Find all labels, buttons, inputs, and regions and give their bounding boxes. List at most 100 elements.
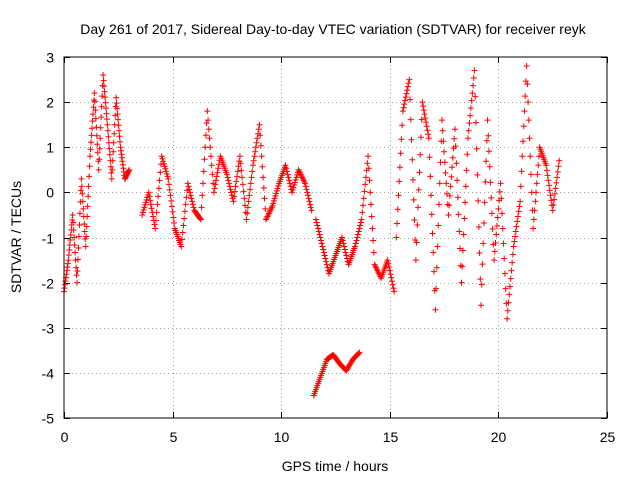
data-point (359, 209, 366, 216)
data-point (546, 187, 553, 194)
data-point (464, 135, 471, 142)
data-point (226, 180, 233, 187)
data-point (79, 190, 86, 197)
data-point (411, 216, 418, 223)
data-point (396, 178, 403, 185)
data-point (512, 228, 519, 235)
data-point (178, 243, 185, 250)
data-point (126, 166, 133, 173)
data-point (202, 144, 209, 151)
data-point (433, 285, 440, 292)
data-point (236, 153, 243, 160)
data-point (552, 185, 559, 192)
data-point (75, 245, 82, 252)
data-point (270, 200, 277, 207)
data-point (156, 177, 163, 184)
data-point (205, 126, 212, 133)
data-point (316, 231, 323, 238)
data-point (243, 216, 250, 223)
data-point (388, 274, 395, 281)
data-point (164, 173, 171, 180)
data-point (555, 163, 562, 170)
data-point (483, 137, 490, 144)
data-point (285, 174, 292, 181)
x-tick-label: 10 (274, 429, 290, 445)
data-point (478, 281, 485, 288)
data-point (507, 275, 514, 282)
data-point (252, 148, 259, 155)
data-point (343, 252, 350, 259)
data-point (346, 362, 353, 369)
data-point (364, 160, 371, 167)
data-point (452, 143, 459, 150)
data-point (499, 210, 506, 217)
data-point (169, 208, 176, 215)
data-point (467, 105, 474, 112)
data-point (545, 177, 552, 184)
data-point (406, 76, 413, 83)
data-point (209, 171, 216, 178)
data-point (318, 240, 325, 247)
data-point (259, 163, 266, 170)
data-point (245, 198, 252, 205)
data-point (416, 169, 423, 176)
data-point (409, 176, 416, 183)
data-point (91, 90, 98, 97)
data-point (353, 237, 360, 244)
data-point (317, 234, 324, 241)
data-point (88, 132, 95, 139)
data-point (65, 252, 72, 259)
data-point (148, 205, 155, 212)
data-point (527, 171, 534, 178)
data-point (483, 158, 490, 165)
data-point (160, 158, 167, 165)
data-point (67, 231, 74, 238)
data-point (109, 166, 116, 173)
data-point (83, 233, 90, 240)
data-point (458, 279, 465, 286)
data-point (81, 228, 88, 235)
data-point (462, 199, 469, 206)
y-tick-label: 1 (46, 140, 54, 156)
data-point (551, 196, 558, 203)
data-point (293, 174, 300, 181)
data-point (386, 264, 393, 271)
data-point (262, 205, 269, 212)
data-point (402, 94, 409, 101)
data-point (370, 249, 377, 256)
data-point (384, 257, 391, 264)
data-point (428, 192, 435, 199)
data-point (92, 107, 99, 114)
y-tick-label: 2 (46, 95, 54, 111)
data-point (386, 267, 393, 274)
data-point (345, 363, 352, 370)
data-point (548, 202, 555, 209)
data-point (365, 165, 372, 172)
data-point (101, 83, 108, 90)
data-point (402, 97, 409, 104)
data-point (360, 195, 367, 202)
data-point (197, 216, 204, 223)
data-point (114, 111, 121, 118)
data-point (430, 268, 437, 275)
data-point (142, 199, 149, 206)
data-point (501, 255, 508, 262)
data-point (387, 271, 394, 278)
data-point (366, 177, 373, 184)
data-point (182, 201, 189, 208)
data-point (249, 162, 256, 169)
data-point (318, 237, 325, 244)
data-point (274, 185, 281, 192)
data-point (469, 90, 476, 97)
data-point (83, 223, 90, 230)
data-point (166, 186, 173, 193)
data-point (520, 123, 527, 130)
data-point (446, 202, 453, 209)
data-point (532, 198, 539, 205)
data-point (94, 141, 101, 148)
data-point (526, 135, 533, 142)
data-point (290, 184, 297, 191)
data-point (432, 306, 439, 313)
data-point (251, 153, 258, 160)
